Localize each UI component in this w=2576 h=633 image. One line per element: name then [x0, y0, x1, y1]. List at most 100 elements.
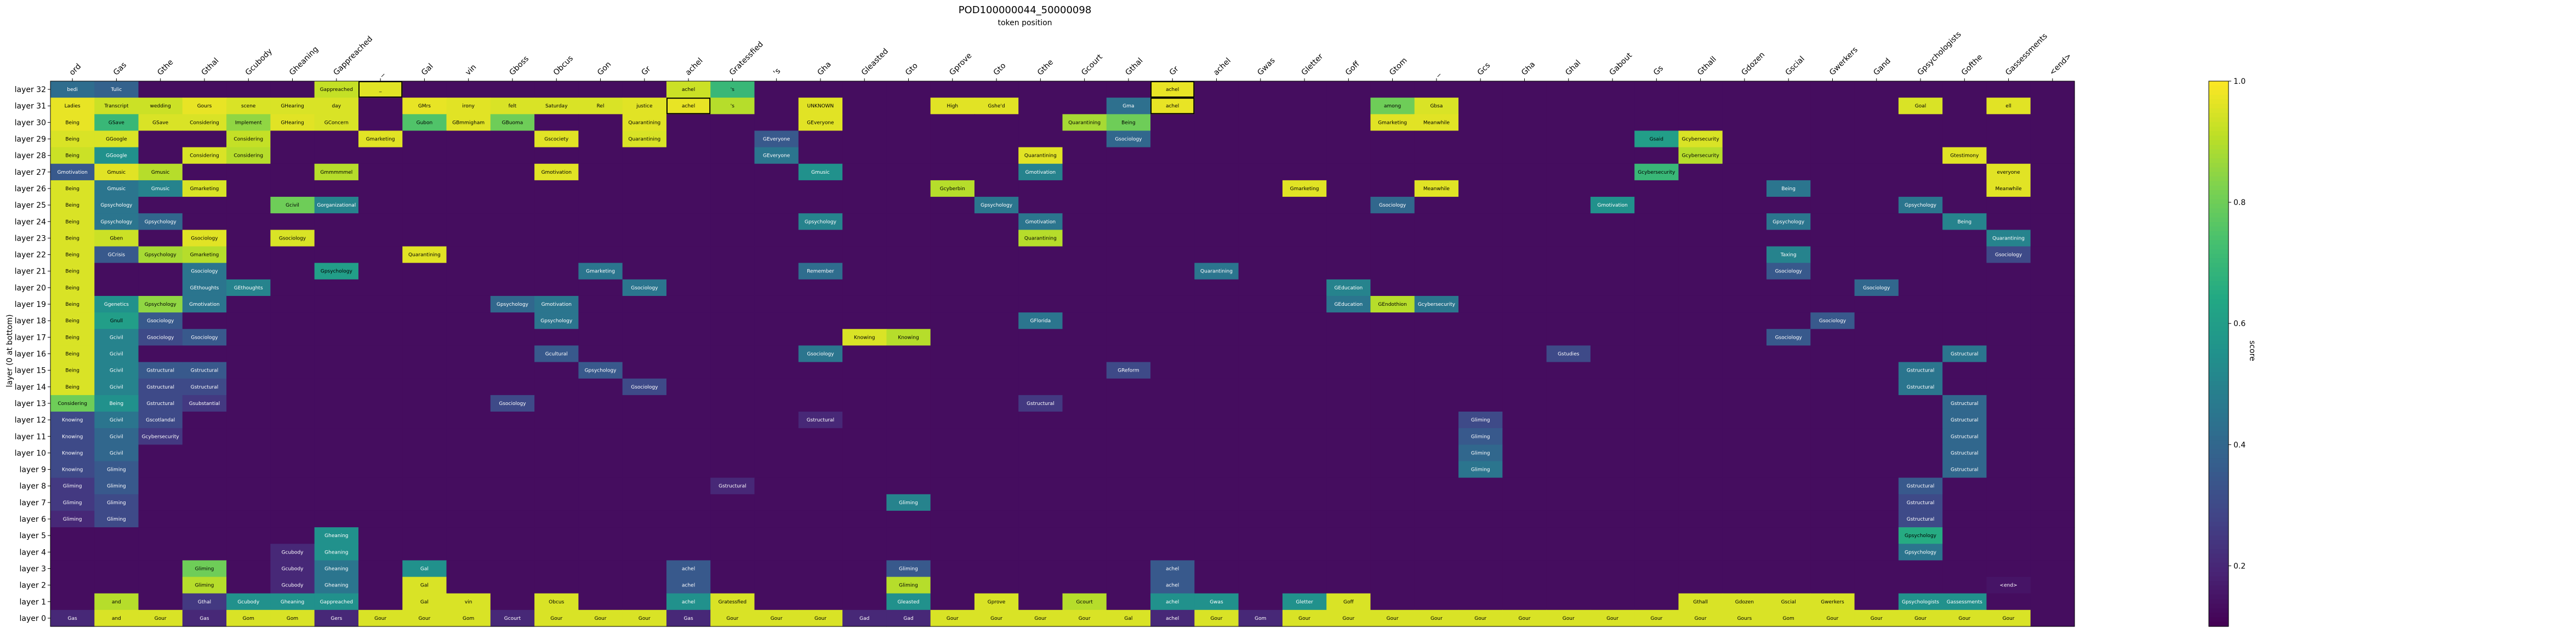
heatmap-cell: [1106, 345, 1151, 363]
heatmap-cell: [490, 163, 535, 181]
heatmap-cell: [622, 395, 667, 412]
heatmap-cell: [1414, 577, 1459, 594]
heatmap-cell: [182, 329, 227, 346]
heatmap-cell: [1106, 560, 1151, 578]
cell-label: Gmusic: [811, 170, 830, 175]
heatmap-cell: [1458, 560, 1503, 578]
heatmap-cell: [270, 560, 315, 578]
heatmap-cell: [798, 461, 843, 478]
cell-label: day: [332, 104, 341, 109]
heatmap-cell: [1458, 197, 1503, 214]
heatmap-cell: [358, 295, 403, 313]
cell-label: Gliming: [1471, 418, 1490, 423]
heatmap-cell: [1282, 130, 1327, 148]
x-tick-label: Gleasted: [860, 47, 890, 77]
heatmap-cell: [1546, 312, 1591, 329]
colorbar-segment: [2209, 203, 2229, 209]
heatmap-cell: [226, 263, 271, 280]
heatmap-cell: [1194, 494, 1239, 511]
heatmap-cell: [358, 362, 403, 379]
heatmap-cell: [446, 444, 491, 462]
cell-label: Gheaning: [324, 533, 348, 539]
cell-label: Gsociology: [1775, 269, 1803, 275]
heatmap-cell: [842, 444, 887, 462]
heatmap-cell: [402, 130, 447, 148]
heatmap-cell: [930, 147, 975, 164]
x-tick-label: Gtom: [1388, 56, 1409, 77]
heatmap-cell: [930, 378, 975, 396]
heatmap-cell: [358, 510, 403, 528]
colorbar-tick-label: 0.8: [2233, 198, 2246, 207]
cell-label: Knowing: [62, 467, 83, 473]
heatmap-cell: [1678, 510, 1723, 528]
heatmap-cell: [1414, 544, 1459, 561]
x-tick-label: _: [1432, 68, 1441, 78]
heatmap-cell: [710, 163, 755, 181]
heatmap-cell: [1502, 544, 1547, 561]
y-tick-label: layer 22: [15, 251, 46, 260]
heatmap-cell: [50, 163, 95, 181]
heatmap-cell: [1986, 230, 2031, 247]
heatmap-cell: [842, 544, 887, 561]
heatmap-cell: [1326, 544, 1371, 561]
x-tick-label: Gthe: [156, 58, 175, 77]
heatmap-cell: [1942, 263, 1987, 280]
heatmap-cell: [402, 312, 447, 329]
heatmap-cell: [1370, 577, 1415, 594]
heatmap-cell: [886, 98, 931, 115]
heatmap-cell: [1810, 560, 1855, 578]
cell-label: Gleasted: [898, 600, 920, 605]
heatmap-cell: [1546, 130, 1591, 148]
cell-label: Gal: [1124, 616, 1132, 621]
heatmap-cell: [226, 560, 271, 578]
heatmap-cell: [1414, 197, 1459, 214]
heatmap-cell: [446, 395, 491, 412]
heatmap-cell: [446, 180, 491, 197]
heatmap-cell: [1458, 510, 1503, 528]
heatmap-cell: [578, 246, 623, 264]
heatmap-cell: [1194, 81, 1239, 98]
heatmap-cell: [1722, 362, 1767, 379]
cell-label: Quarantining: [628, 120, 660, 126]
heatmap-cell: [1282, 246, 1327, 264]
heatmap-cell: [1546, 560, 1591, 578]
heatmap-cell: [1150, 197, 1195, 214]
heatmap-cell: [314, 230, 359, 247]
heatmap-cell: [1546, 279, 1591, 296]
cell-label: Being: [1781, 186, 1796, 192]
heatmap-cell: [1502, 527, 1547, 544]
heatmap-cell: [974, 329, 1019, 346]
heatmap-cell: [1414, 461, 1459, 478]
heatmap-cell: [1150, 279, 1195, 296]
colorbar-segment: [2209, 167, 2229, 173]
heatmap-cell: [1546, 362, 1591, 379]
heatmap-cell: [490, 180, 535, 197]
heatmap-cell: [1678, 295, 1723, 313]
cell-label: Gour: [1474, 616, 1486, 621]
heatmap-cell: [358, 329, 403, 346]
heatmap-cell: [1018, 477, 1063, 495]
heatmap-cell: [1458, 444, 1503, 462]
heatmap-cell: [534, 362, 579, 379]
heatmap-cell: [1942, 412, 1987, 429]
heatmap-cell: [798, 163, 843, 181]
heatmap-cell: [1590, 230, 1635, 247]
heatmap-cell: [666, 163, 711, 181]
y-tick-label: layer 7: [20, 499, 46, 507]
heatmap-cell: [1722, 577, 1767, 594]
heatmap-cell: [578, 279, 623, 296]
heatmap-cell: [1766, 544, 1811, 561]
x-tick-label: achel: [684, 56, 705, 77]
heatmap-cell: [1282, 395, 1327, 412]
heatmap-cell: [1194, 345, 1239, 363]
heatmap-cell: [270, 345, 315, 363]
heatmap-cell: [1546, 114, 1591, 132]
heatmap-cell: [1722, 609, 1767, 627]
heatmap-cell: [1942, 345, 1987, 363]
heatmap-cell: [402, 345, 447, 363]
heatmap-cell: [886, 444, 931, 462]
heatmap-cell: [842, 114, 887, 132]
heatmap-cell: [666, 544, 711, 561]
heatmap-cell: [2030, 230, 2075, 247]
